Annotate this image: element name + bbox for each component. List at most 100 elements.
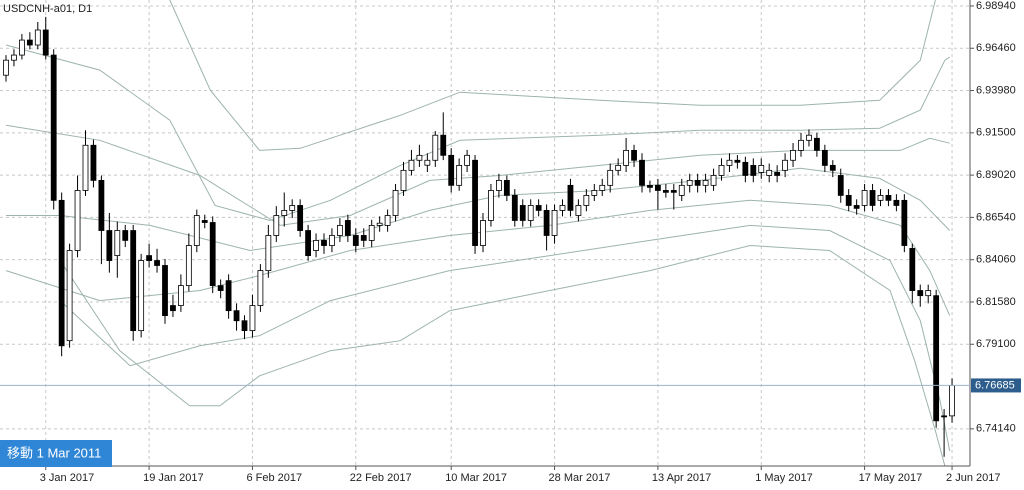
candle-body <box>631 149 637 161</box>
goto-button-label[interactable]: 移動 1 Mar 2011 <box>7 445 101 460</box>
candle-body <box>869 190 876 206</box>
candle-body <box>440 134 447 156</box>
candle-body <box>814 137 820 151</box>
candle-body <box>877 195 884 201</box>
candle-body <box>599 184 606 191</box>
candle-body <box>448 154 455 186</box>
candle-body <box>893 199 900 206</box>
candle-body <box>233 310 240 322</box>
candle-body <box>424 159 431 166</box>
x-tick-label: 13 Apr 2017 <box>652 472 711 484</box>
y-tick-label: 6.79100 <box>976 338 1016 350</box>
candle-body <box>162 265 168 317</box>
candle-body <box>241 320 248 332</box>
candle-body <box>647 184 653 188</box>
candle-body <box>726 159 733 166</box>
candle-body <box>821 149 828 166</box>
candle-body <box>837 175 844 196</box>
candle-body <box>42 29 49 56</box>
candle-body <box>11 54 17 61</box>
candle-body <box>480 220 486 246</box>
candle-body <box>503 179 510 196</box>
candle-body <box>257 270 264 306</box>
candle-body <box>488 190 494 221</box>
candle-body <box>352 235 359 246</box>
candle-body <box>146 255 153 261</box>
candle-body <box>758 164 765 173</box>
candle-body <box>511 195 518 221</box>
candle-body <box>686 179 693 186</box>
candle-body <box>82 144 89 191</box>
candle-body <box>766 169 773 176</box>
candle-body <box>416 154 423 161</box>
candle-body <box>344 220 351 236</box>
candle-body <box>917 290 924 297</box>
candle-body <box>543 210 550 236</box>
candle-body <box>941 415 947 418</box>
bands <box>5 0 951 466</box>
candle-body <box>639 159 645 186</box>
x-tick-label: 1 May 2017 <box>755 472 812 484</box>
candle-body <box>583 195 590 206</box>
candle-body <box>901 199 908 246</box>
candle-body <box>321 240 327 246</box>
candle-body <box>551 210 558 236</box>
candle-body <box>217 285 224 291</box>
candle-body <box>249 305 256 332</box>
candle-body <box>806 134 812 141</box>
candle-body <box>34 29 41 46</box>
x-tick-label: 17 May 2017 <box>859 472 923 484</box>
candle-body <box>305 230 312 256</box>
x-tick-label: 19 Jan 2017 <box>143 472 204 484</box>
candle-body <box>575 205 582 216</box>
goto-button[interactable] <box>0 440 112 467</box>
candle-body <box>750 164 757 176</box>
chart-title: USDCNH-a01, D1 <box>3 3 92 15</box>
candle-body <box>209 222 216 287</box>
candle-body <box>177 285 184 306</box>
y-tick-label: 6.81580 <box>976 296 1016 308</box>
candle-body <box>662 190 669 193</box>
candle-body <box>18 39 25 56</box>
candle-body <box>273 215 280 236</box>
candle-body <box>329 235 335 246</box>
candle-body <box>670 190 677 193</box>
candle-body <box>66 250 73 342</box>
candle-body <box>26 39 33 46</box>
candle-body <box>170 305 176 312</box>
candle-body <box>360 235 367 241</box>
candle-body <box>384 215 391 226</box>
band-line <box>5 124 950 226</box>
y-tick-label: 6.93980 <box>976 84 1016 96</box>
candle-body <box>909 248 916 291</box>
y-tick-label: 6.89020 <box>976 169 1016 181</box>
candle-body <box>742 161 749 176</box>
candle-body <box>623 149 629 166</box>
candle-body <box>845 195 852 206</box>
y-tick-label: 6.96460 <box>976 42 1016 54</box>
band-line <box>59 224 951 452</box>
y-tick-label: 6.74140 <box>976 423 1016 435</box>
candle-body <box>798 139 804 151</box>
candle-body <box>853 205 860 209</box>
candle-body <box>336 225 343 236</box>
candle-body <box>289 205 296 211</box>
candle-body <box>225 280 232 312</box>
candle-body <box>885 195 892 201</box>
candle-body <box>106 230 113 261</box>
candle-body <box>933 295 940 422</box>
candle-body <box>74 190 81 251</box>
candle-body <box>376 222 383 226</box>
band-line <box>5 44 950 222</box>
candle-body <box>535 205 542 211</box>
candle-body <box>408 159 415 171</box>
candle-body <box>368 225 375 241</box>
x-tick-label: 10 Mar 2017 <box>445 472 507 484</box>
candle-body <box>591 190 598 196</box>
y-tick-label: 6.86540 <box>976 211 1016 223</box>
candle-body <box>718 164 725 176</box>
y-tick-label: 6.91500 <box>976 127 1016 139</box>
candle-body <box>265 235 272 271</box>
candle-body <box>114 230 121 256</box>
